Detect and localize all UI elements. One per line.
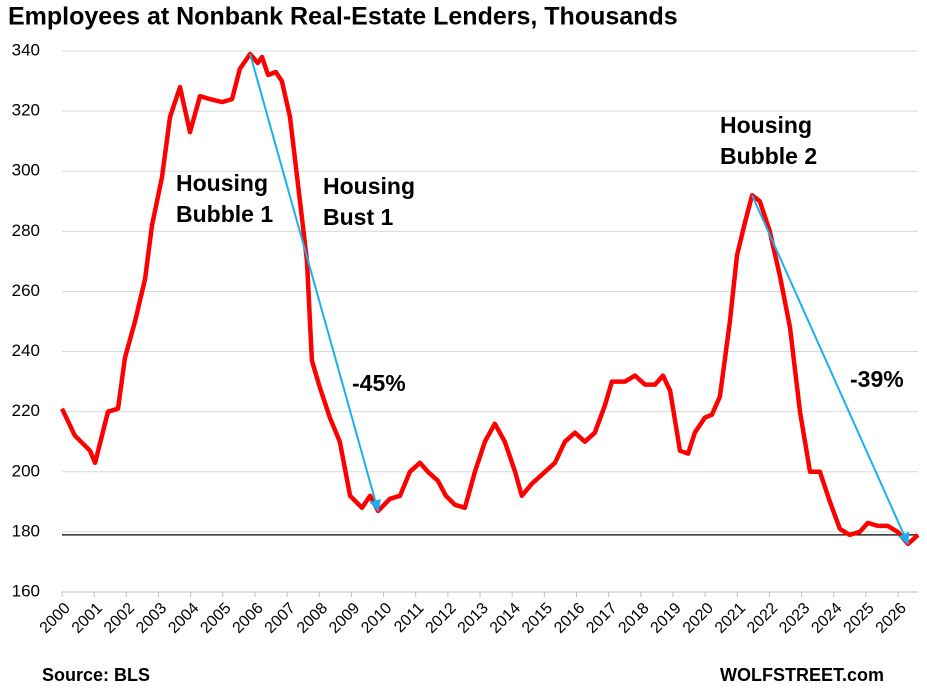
- x-tick-label: 2020: [680, 600, 717, 637]
- x-tick-label: 2019: [648, 600, 685, 637]
- arrow: [249, 53, 381, 513]
- x-tick-label: 2007: [262, 600, 299, 637]
- credit: WOLFSTREET.com: [720, 665, 884, 685]
- x-tick-label: 2013: [455, 600, 492, 637]
- annotation: Bubble 1: [176, 201, 273, 227]
- x-tick-label: 2002: [101, 600, 138, 637]
- x-tick-label: 2001: [69, 600, 106, 637]
- annotation: Housing: [323, 173, 415, 199]
- source: Source: BLS: [42, 665, 150, 685]
- y-tick-label: 300: [12, 161, 40, 180]
- y-tick-label: 340: [12, 40, 40, 59]
- y-tick-label: 220: [12, 401, 40, 420]
- y-tick-label: 160: [12, 581, 40, 600]
- x-tick-label: 2022: [744, 600, 781, 637]
- x-tick-label: 2009: [326, 600, 363, 637]
- x-tick-label: 2015: [519, 600, 556, 637]
- y-tick-label: 320: [12, 101, 40, 120]
- annotation: -39%: [850, 366, 904, 392]
- chart-title: Employees at Nonbank Real-Estate Lenders…: [8, 3, 678, 31]
- x-tick-label: 2014: [487, 600, 524, 637]
- x-tick-label: 2026: [873, 600, 910, 637]
- annotation: Bubble 2: [720, 143, 817, 169]
- annotation: Housing: [720, 112, 812, 138]
- annotation: Bust 1: [323, 204, 394, 230]
- x-tick-label: 2005: [197, 600, 234, 637]
- y-tick-label: 180: [12, 521, 40, 540]
- y-tick-label: 200: [12, 461, 40, 480]
- x-tick-label: 2000: [37, 600, 74, 637]
- x-tick-label: 2024: [808, 600, 845, 637]
- x-tick-label: 2008: [294, 600, 331, 637]
- x-tick-label: 2023: [776, 600, 813, 637]
- x-tick-label: 2003: [133, 600, 170, 637]
- annotation: Housing: [176, 170, 268, 196]
- x-tick-label: 2017: [583, 600, 620, 637]
- y-tick-label: 240: [12, 341, 40, 360]
- x-tick-label: 2012: [422, 600, 459, 637]
- x-tick-label: 2021: [712, 600, 749, 637]
- x-tick-label: 2010: [358, 600, 395, 637]
- x-tick-label: 2025: [841, 600, 878, 637]
- y-tick-label: 280: [12, 221, 40, 240]
- annotation: -45%: [352, 370, 406, 396]
- data-line: [59, 51, 920, 547]
- x-tick-label: 2018: [615, 600, 652, 637]
- x-tick-label: 2011: [391, 600, 427, 636]
- x-tick-label: 2004: [165, 600, 202, 637]
- y-tick-label: 260: [12, 281, 40, 300]
- x-tick-label: 2016: [551, 600, 588, 637]
- arrow: [751, 194, 910, 546]
- x-tick-label: 2006: [230, 600, 267, 637]
